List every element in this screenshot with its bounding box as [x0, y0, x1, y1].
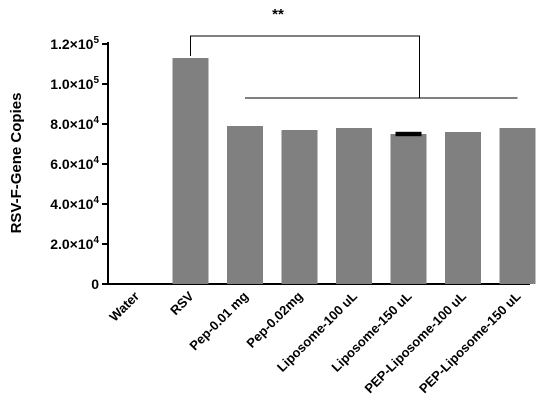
bar	[445, 132, 481, 284]
y-ticks: 0 2.0×104 4.0×104 6.0×104 8.0×104 1.0×105 1.2×…	[50, 35, 108, 292]
x-tick-label: Pep-0.01 mg	[186, 288, 251, 353]
y-tick-label: 6.0×104	[50, 155, 99, 172]
y-tick-label: 1.2×105	[50, 35, 99, 52]
y-tick-label: 1.0×105	[50, 75, 99, 92]
y-tick-label: 0	[91, 276, 99, 292]
y-axis-label-group: RSV-F-Gene Copies	[8, 93, 25, 234]
significance-bracket	[190, 35, 420, 98]
y-tick-label: 4.0×104	[50, 195, 99, 212]
x-tick-label: Water	[106, 289, 142, 325]
x-tick-label: PEP-Liposome-100 uL	[361, 288, 469, 396]
bar	[172, 58, 209, 284]
bar	[227, 126, 263, 284]
bar	[499, 128, 536, 284]
significance-annotation: **	[190, 6, 518, 99]
y-axis-label: RSV-F-Gene Copies	[8, 93, 25, 234]
x-tick-label: PEP-Liposome-150 uL	[416, 288, 524, 396]
bar	[281, 130, 318, 284]
y-tick-label: 2.0×104	[50, 235, 99, 252]
bar	[390, 134, 427, 284]
x-tick-label: RSV	[167, 288, 197, 318]
bars	[172, 58, 536, 284]
significance-label: **	[272, 6, 284, 23]
error-bar	[395, 131, 422, 137]
bar	[336, 128, 372, 284]
y-tick-label: 8.0×104	[50, 115, 99, 132]
